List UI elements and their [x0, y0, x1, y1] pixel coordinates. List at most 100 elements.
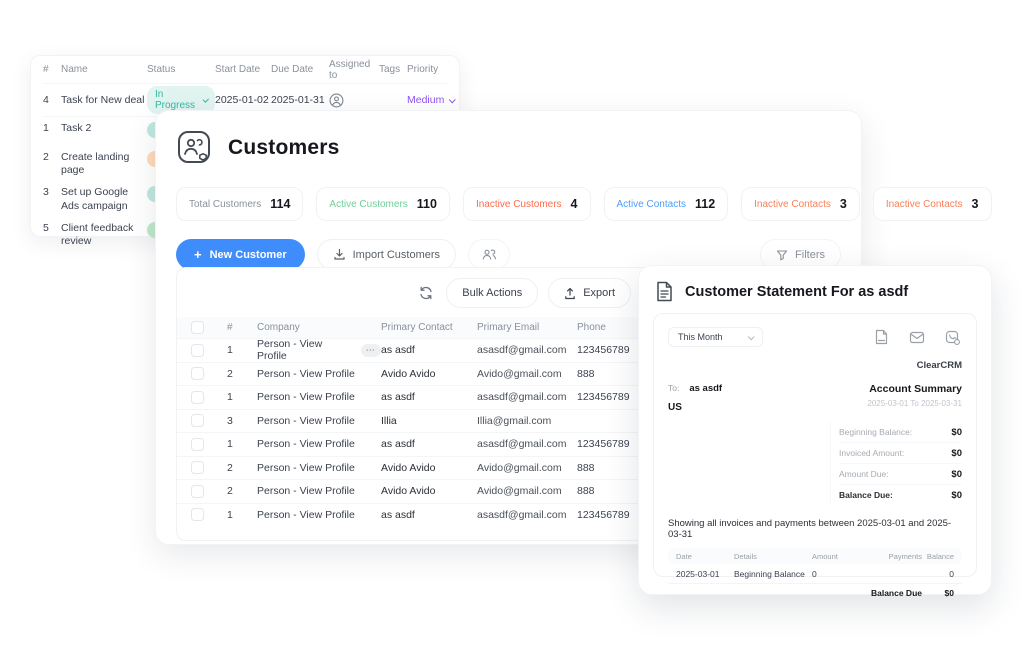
- primary-email: asasdf@gmail.com: [477, 438, 567, 451]
- statement-title: Customer Statement For as asdf: [685, 283, 909, 300]
- customer-row[interactable]: 3 Person - View Profile Illia Illia@gmai…: [177, 408, 843, 433]
- summary-label: Balance Due:: [839, 490, 893, 500]
- primary-contact: Avido Avido: [381, 367, 436, 380]
- customer-num: 2: [227, 485, 233, 498]
- phone-icon: [945, 330, 960, 345]
- stat-label: Inactive Contacts: [885, 198, 963, 210]
- row-checkbox[interactable]: [191, 484, 204, 498]
- row-checkbox[interactable]: [191, 390, 204, 404]
- summary-label: Amount Due:: [839, 469, 889, 479]
- chevron-down-icon: [449, 95, 457, 103]
- customer-num: 1: [227, 508, 233, 521]
- summary-row: Amount Due: $0: [839, 464, 962, 485]
- company-link[interactable]: Person - View Profile: [257, 338, 323, 363]
- customer-row[interactable]: 1 Person - View Profile as asdf asasdf@g…: [177, 432, 843, 456]
- customer-row[interactable]: 2 Person - View Profile Avido Avido Avid…: [177, 455, 843, 480]
- primary-email: Illia@gmail.com: [477, 414, 552, 427]
- import-customers-button[interactable]: Import Customers: [316, 239, 457, 270]
- task-num: 3: [43, 186, 49, 199]
- customer-row[interactable]: 2 Person - View Profile Avido Avido Avid…: [177, 361, 843, 386]
- stat-chip[interactable]: Inactive Customers 4: [462, 187, 591, 221]
- merge-contacts-button[interactable]: [468, 239, 511, 270]
- table-toolbar: Bulk Actions Export: [177, 268, 843, 317]
- period-select[interactable]: This Month: [668, 327, 763, 347]
- page-title: Customers: [228, 136, 340, 159]
- stat-chip[interactable]: Active Customers 110: [316, 187, 450, 221]
- task-name: Client feedback review: [61, 221, 134, 247]
- statement-header: Customer Statement For as asdf: [639, 266, 991, 302]
- customer-row[interactable]: 1 Person - View Profile as asdf asasdf@g…: [177, 502, 843, 527]
- summary-value: $0: [951, 447, 962, 459]
- customer-stats-row: Total Customers 114 Active Customers 110…: [176, 187, 992, 221]
- phone-button[interactable]: [943, 328, 962, 347]
- company-link[interactable]: Person - View Profile: [257, 391, 355, 404]
- priority-select[interactable]: Medium: [407, 94, 457, 106]
- task-num: 4: [43, 94, 49, 106]
- stat-label: Active Contacts: [616, 198, 686, 210]
- summary-value: $0: [951, 468, 962, 480]
- task-name: Task 2: [61, 122, 92, 134]
- primary-email: asasdf@gmail.com: [477, 344, 567, 357]
- row-menu-button[interactable]: ⋯: [360, 343, 381, 357]
- row-checkbox[interactable]: [191, 367, 204, 381]
- tasks-col-name: Name: [61, 64, 88, 75]
- col-primary-email: Primary Email: [477, 322, 540, 333]
- tasks-col-assigned-to: Assigned to: [329, 58, 371, 81]
- phone: 888: [577, 485, 595, 498]
- summary-row: Beginning Balance: $0: [839, 422, 962, 443]
- stat-chip[interactable]: Inactive Contacts 3: [741, 187, 860, 221]
- tasks-col-num: #: [43, 64, 49, 75]
- row-checkbox[interactable]: [191, 461, 204, 475]
- company-link[interactable]: Person - View Profile: [257, 438, 355, 451]
- customer-num: 1: [227, 391, 233, 404]
- customer-num: 2: [227, 461, 233, 474]
- customer-num: 3: [227, 414, 233, 427]
- footer-balance-due-label: Balance Due: [870, 588, 922, 598]
- primary-email: Avido@gmail.com: [477, 367, 562, 380]
- stat-label: Inactive Customers: [475, 198, 562, 210]
- customer-row[interactable]: 2 Person - View Profile Avido Avido Avid…: [177, 479, 843, 503]
- send-email-button[interactable]: [907, 329, 927, 346]
- tasks-col-tags: Tags: [379, 64, 401, 75]
- col-primary-contact: Primary Contact: [381, 322, 453, 333]
- stat-chip[interactable]: Total Customers 114: [176, 187, 304, 221]
- stat-value: 114: [270, 197, 291, 211]
- summary-row: Invoiced Amount: $0: [839, 443, 962, 464]
- customer-num: 2: [227, 367, 233, 380]
- refresh-button[interactable]: [416, 283, 436, 303]
- stat-chip[interactable]: Inactive Contacts 3: [872, 187, 992, 221]
- primary-contact: as asdf: [381, 391, 415, 404]
- stat-label: Active Customers: [329, 198, 408, 210]
- task-name: Task for New deal: [61, 94, 145, 106]
- company-link[interactable]: Person - View Profile: [257, 485, 355, 498]
- customers-icon: [178, 131, 210, 163]
- invoices-table-footer: Balance Due $0: [668, 583, 962, 602]
- bulk-actions-button[interactable]: Bulk Actions: [446, 278, 539, 308]
- chevron-down-icon: [747, 332, 755, 340]
- new-customer-button[interactable]: + New Customer: [176, 239, 305, 270]
- row-checkbox[interactable]: [191, 414, 204, 428]
- export-button[interactable]: Export: [548, 278, 631, 308]
- primary-contact: as asdf: [381, 508, 415, 521]
- customer-row[interactable]: 1 Person - View Profile as asdf asasdf@g…: [177, 385, 843, 409]
- status-badge[interactable]: In Progress: [147, 86, 215, 114]
- task-row-featured[interactable]: 4 Task for New deal In Progress 2025-01-…: [43, 84, 457, 117]
- select-all-checkbox[interactable]: [191, 321, 204, 334]
- company-link[interactable]: Person - View Profile: [257, 414, 355, 427]
- task-num: 2: [43, 151, 49, 164]
- invoice-details: Beginning Balance: [734, 568, 805, 579]
- stat-chip[interactable]: Active Contacts 112: [603, 187, 729, 221]
- row-checkbox[interactable]: [191, 437, 204, 451]
- summary-row-balance-due: Balance Due: $0: [839, 485, 962, 505]
- company-link[interactable]: Person - View Profile: [257, 367, 355, 380]
- company-link[interactable]: Person - View Profile: [257, 508, 355, 521]
- primary-contact: Avido Avido: [381, 461, 436, 474]
- stat-value: 3: [971, 197, 979, 211]
- customer-row[interactable]: 1 Person - View Profile ⋯ as asdf asasdf…: [177, 338, 843, 362]
- row-checkbox[interactable]: [191, 343, 204, 357]
- company-link[interactable]: Person - View Profile: [257, 461, 355, 474]
- assignee-avatar-icon[interactable]: [329, 93, 344, 108]
- download-pdf-button[interactable]: [872, 327, 891, 347]
- summary-value: $0: [951, 426, 962, 438]
- row-checkbox[interactable]: [191, 508, 204, 522]
